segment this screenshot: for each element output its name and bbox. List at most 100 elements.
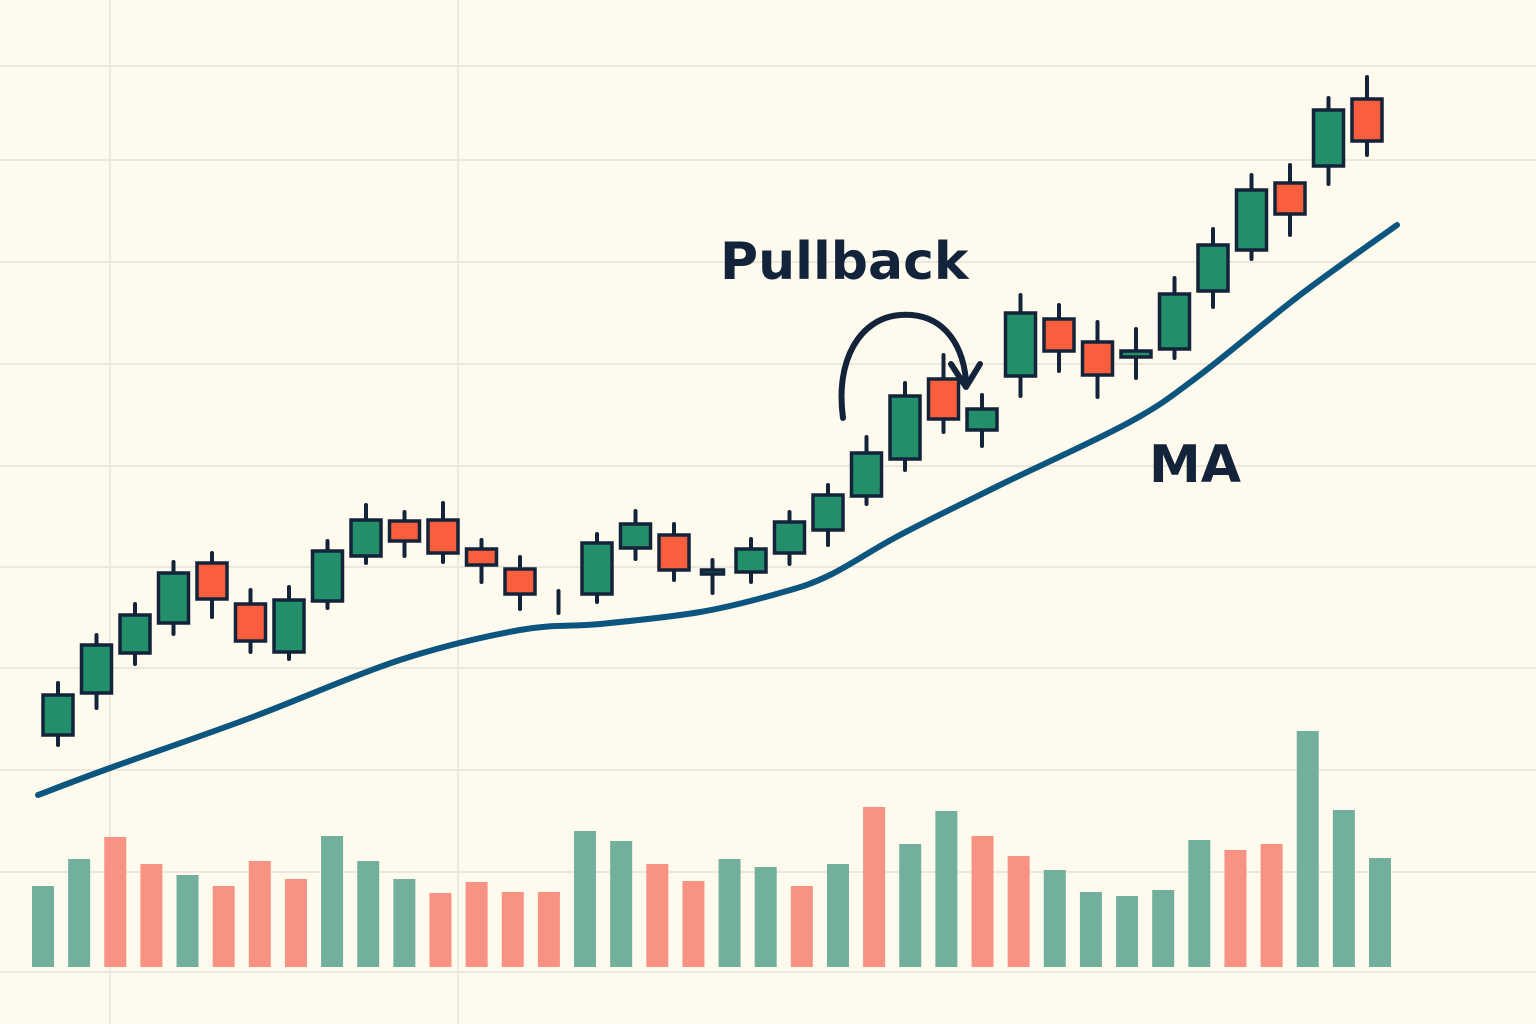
volume-bar bbox=[1079, 892, 1102, 967]
candle bbox=[464, 538, 499, 584]
volume-bar bbox=[68, 859, 91, 967]
pullback-arrow bbox=[838, 311, 983, 421]
volume-bar bbox=[1369, 858, 1391, 967]
candle bbox=[233, 588, 268, 654]
volume-bar bbox=[1116, 896, 1139, 967]
volume-bar bbox=[1224, 850, 1247, 967]
candle bbox=[503, 555, 537, 611]
candle-body bbox=[195, 561, 229, 601]
candle-body bbox=[699, 568, 726, 576]
volume-bar bbox=[682, 881, 705, 967]
candle-body bbox=[811, 493, 845, 532]
volume-bar bbox=[1043, 870, 1066, 967]
candle bbox=[349, 503, 383, 565]
volume-bar bbox=[429, 893, 452, 967]
candle-body bbox=[772, 520, 807, 555]
volume-bar bbox=[971, 836, 994, 967]
candle bbox=[1273, 163, 1307, 237]
volume-bar bbox=[754, 867, 777, 967]
candle-body bbox=[387, 519, 422, 543]
candle-body bbox=[118, 613, 152, 655]
candle bbox=[888, 381, 922, 472]
candle bbox=[618, 509, 653, 561]
candle bbox=[580, 532, 614, 604]
candle bbox=[426, 501, 460, 564]
candle bbox=[1157, 276, 1192, 360]
candle bbox=[272, 585, 306, 661]
candle-body bbox=[1350, 97, 1384, 143]
candle-body bbox=[1234, 188, 1269, 252]
candle bbox=[1119, 327, 1153, 380]
candle-body bbox=[1119, 349, 1153, 359]
volume-bar bbox=[248, 861, 271, 967]
candle bbox=[811, 483, 845, 547]
volume-bar bbox=[1332, 810, 1355, 967]
volume-bar bbox=[935, 811, 958, 967]
candle-body bbox=[1042, 317, 1076, 353]
volume-bar bbox=[646, 864, 669, 967]
volume-bar bbox=[32, 886, 54, 967]
candle-body bbox=[1080, 340, 1115, 377]
candle bbox=[734, 537, 768, 584]
candle-body bbox=[657, 533, 691, 572]
candle-body bbox=[1157, 292, 1192, 351]
volume-bar bbox=[140, 864, 163, 967]
pullback-arrowhead-icon bbox=[948, 361, 983, 390]
volume-bar bbox=[899, 844, 922, 967]
candles bbox=[41, 75, 1384, 747]
candle bbox=[699, 558, 726, 595]
candle bbox=[965, 393, 999, 448]
candle bbox=[41, 681, 75, 747]
candle-body bbox=[926, 377, 961, 421]
volume-bars bbox=[32, 731, 1391, 967]
candle bbox=[156, 560, 191, 636]
candle-body bbox=[1003, 311, 1038, 378]
candle-body bbox=[965, 407, 999, 432]
candle-body bbox=[1311, 108, 1346, 168]
candle bbox=[1080, 320, 1115, 399]
candle-body bbox=[1273, 181, 1307, 216]
volume-bar bbox=[284, 879, 307, 967]
volume-bar bbox=[393, 879, 416, 967]
candle bbox=[926, 353, 961, 434]
candle bbox=[1196, 227, 1230, 309]
candle bbox=[1003, 293, 1038, 398]
candle-body bbox=[849, 451, 884, 498]
volume-bar bbox=[537, 892, 560, 967]
candle-body bbox=[503, 567, 537, 596]
candle-body bbox=[618, 522, 653, 550]
volume-bar bbox=[501, 892, 524, 967]
volume-bar bbox=[1188, 840, 1211, 967]
moving-average-line bbox=[34, 222, 1401, 798]
candle-body bbox=[426, 518, 460, 555]
volume-bar bbox=[321, 836, 344, 967]
volume-bar bbox=[1296, 731, 1319, 967]
candle-body bbox=[1196, 243, 1230, 293]
candle-body bbox=[888, 394, 922, 461]
candle bbox=[195, 551, 229, 619]
pullback-label: Pullback bbox=[720, 232, 970, 292]
volume-bar bbox=[863, 807, 886, 967]
candle-body bbox=[310, 549, 345, 603]
candle-body bbox=[349, 518, 383, 558]
candle bbox=[118, 602, 152, 666]
candle bbox=[1311, 96, 1346, 186]
candle bbox=[849, 435, 884, 506]
candle bbox=[1350, 75, 1384, 157]
candle bbox=[79, 633, 114, 710]
volume-bar bbox=[826, 864, 849, 967]
volume-bar bbox=[104, 837, 127, 967]
candle bbox=[657, 522, 691, 582]
volume-bar bbox=[790, 886, 813, 967]
candle-body bbox=[580, 541, 614, 596]
candle-body bbox=[79, 643, 114, 695]
candle-body bbox=[233, 602, 268, 643]
pullback-arrow-arc bbox=[838, 311, 969, 421]
volume-bar bbox=[574, 831, 597, 967]
candle-body bbox=[734, 547, 768, 574]
volume-bar bbox=[718, 859, 741, 967]
ma-label: MA bbox=[1149, 435, 1241, 495]
candle bbox=[387, 510, 422, 558]
candle-body bbox=[272, 598, 306, 654]
